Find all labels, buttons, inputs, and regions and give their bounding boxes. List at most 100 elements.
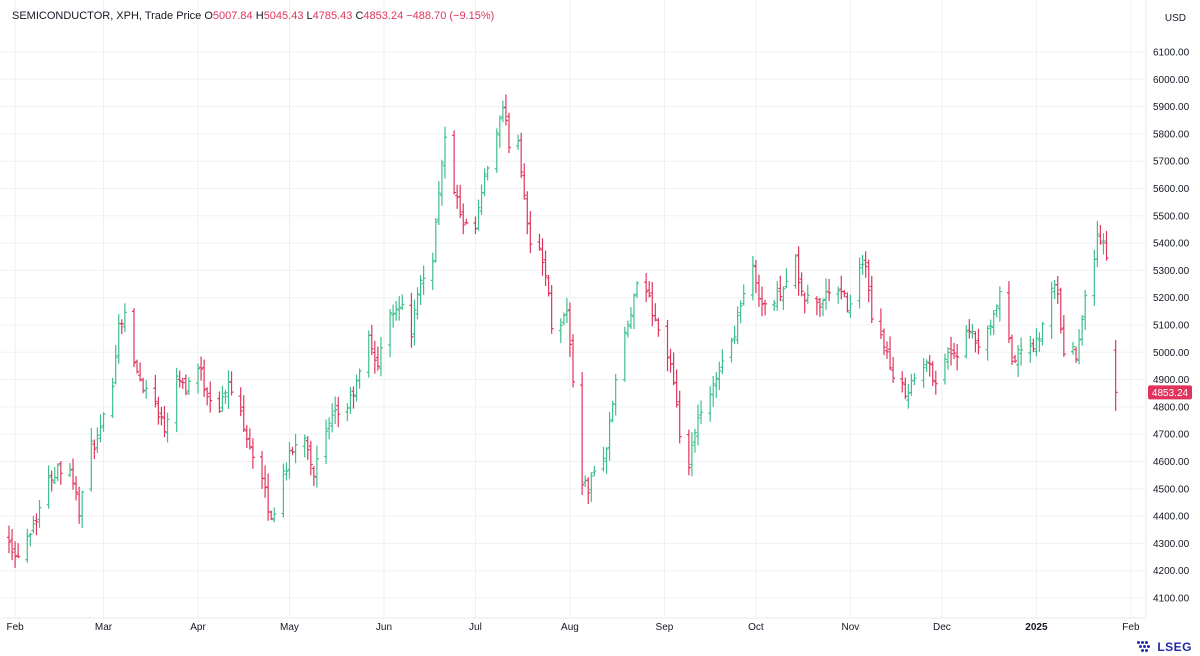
ohlc-bar	[927, 355, 932, 377]
ohlc-bar	[845, 292, 850, 313]
ohlc-bar	[46, 465, 51, 509]
ohlc-bar	[881, 328, 886, 356]
ohlc-bar	[1016, 345, 1021, 377]
ohlc-bar	[796, 246, 801, 296]
ohlc-bar	[695, 404, 700, 446]
ohlc-bar	[464, 218, 469, 225]
ohlc-bar	[540, 238, 545, 276]
ohlc-bar	[357, 368, 362, 389]
ohlc-bar	[775, 281, 780, 311]
chart-legend: SEMICONDUCTOR, XPH, Trade Price O5007.84…	[12, 10, 494, 22]
ohlc-bar	[525, 191, 530, 235]
ohlc-bar	[80, 490, 85, 529]
ohlc-bar	[1019, 337, 1024, 366]
ohlc-bar	[412, 299, 417, 346]
time-axis: Feb Mar Apr May Jun Jul Aug Sep Oct Nov Dec 2025 Feb	[6, 622, 1139, 633]
ohlc-bar	[506, 112, 511, 154]
ohlc-bar	[1006, 281, 1011, 344]
ohlc-bar	[665, 319, 670, 372]
ohlc-bar	[503, 94, 508, 126]
ohlc-bar	[409, 292, 414, 348]
ohlc-bar	[885, 341, 890, 359]
ohlc-bar	[537, 233, 542, 251]
x-tick-label: Dec	[933, 622, 951, 633]
ohlc-bar	[628, 306, 633, 329]
ohlc-bar	[180, 377, 185, 390]
ohlc-bar	[131, 308, 136, 368]
ohlc-bar	[738, 300, 743, 324]
ohlc-bar	[878, 308, 883, 340]
y-tick-label: 5100.00	[1153, 321, 1190, 332]
ohlc-bar	[153, 374, 158, 408]
ohlc-bar	[558, 318, 563, 344]
ohlc-bar	[98, 414, 103, 443]
ohlc-bar	[199, 356, 204, 381]
ohlc-bar	[1055, 275, 1060, 304]
ohlc-bar	[866, 259, 871, 303]
ohlc-bar	[708, 386, 713, 422]
ohlc-bar	[290, 446, 295, 455]
ohlc-bar	[482, 168, 487, 197]
last-price-badge	[1148, 385, 1192, 400]
ohlc-bar	[949, 336, 954, 366]
ohlc-bar	[400, 294, 405, 310]
ohlc-bar	[689, 432, 694, 477]
ohlc-bar	[1034, 328, 1039, 357]
ohlc-bar	[604, 447, 609, 474]
ohlc-bar	[717, 361, 722, 391]
ohlc-bar	[366, 330, 371, 378]
ohlc-bar	[824, 278, 829, 310]
y-tick-label: 5600.00	[1153, 184, 1190, 195]
ohlc-bar	[644, 273, 649, 303]
ohlc-bar	[308, 440, 313, 476]
low-value: 4785.43	[312, 10, 353, 22]
ohlc-bar	[442, 126, 447, 179]
ohlc-bar	[226, 370, 231, 409]
ohlc-bar	[964, 325, 969, 359]
y-tick-label: 5800.00	[1153, 129, 1190, 140]
brand-logo: LSEG	[1137, 640, 1192, 654]
ohlc-bar	[567, 302, 572, 357]
ohlc-bar	[906, 383, 911, 409]
ohlc-bar	[656, 317, 661, 337]
y-tick-label: 5500.00	[1153, 211, 1190, 222]
ohlc-bar	[1077, 329, 1082, 365]
ohlc-bar	[430, 252, 435, 290]
ohlc-bar	[162, 406, 167, 438]
x-tick-label: Oct	[748, 622, 764, 633]
open-value: 5007.84	[212, 10, 253, 22]
ohlc-bar	[571, 334, 575, 388]
ohlc-bar	[857, 257, 862, 309]
ohlc-bar	[1049, 281, 1054, 339]
ohlc-bar	[31, 515, 36, 534]
ohlc-bar	[933, 370, 938, 395]
ohlc-bar	[458, 184, 463, 219]
ohlc-bar	[891, 357, 896, 383]
ohlc-bar	[372, 340, 377, 374]
ohlc-bar	[1080, 314, 1085, 346]
ohlc-bar	[732, 325, 737, 345]
ohlc-bar	[543, 250, 548, 287]
ohlc-bar	[1010, 334, 1015, 365]
ohlc-bar	[10, 529, 15, 561]
ohlc-bar	[58, 460, 63, 485]
ohlc-bar	[16, 543, 21, 559]
ohlc-bar	[586, 477, 591, 505]
ohlc-bar	[473, 216, 478, 235]
ohlc-bar	[945, 347, 950, 370]
ohlc-bar	[421, 265, 426, 295]
ohlc-bar	[522, 163, 527, 200]
ohlc-bar	[74, 476, 79, 501]
ohlc-bar	[89, 428, 94, 492]
ohlc-bar	[314, 445, 319, 488]
ohlc-bar	[1061, 315, 1066, 357]
ohlc-bar	[138, 362, 143, 382]
ohlc-bar	[988, 319, 993, 336]
x-tick-label: Apr	[190, 622, 206, 633]
x-tick-label: Feb	[1122, 622, 1140, 633]
ohlc-bar	[250, 438, 255, 469]
ohlc-bar	[1031, 338, 1036, 353]
ohlc-bar	[839, 275, 844, 300]
ohlc-bar	[241, 395, 246, 432]
